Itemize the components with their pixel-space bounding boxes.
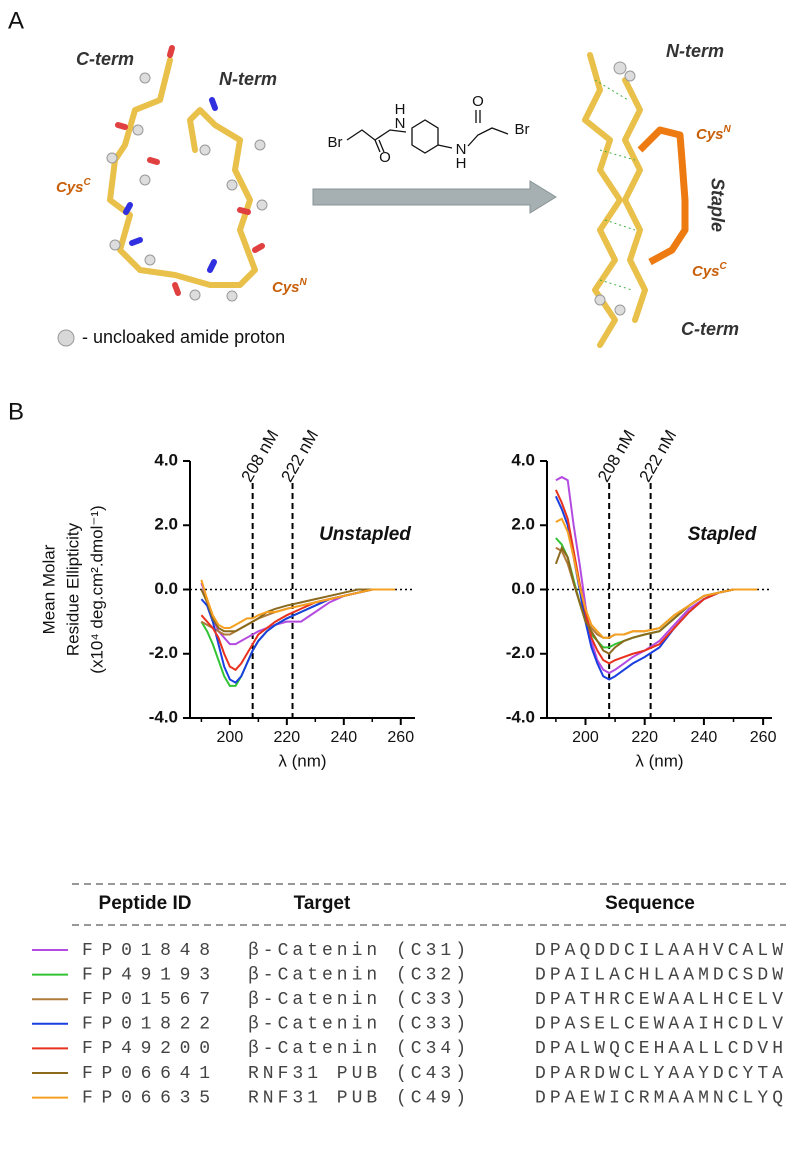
x-tick-label: 240 [691,729,718,746]
table-header: Sequence [605,893,695,914]
cd-curve [554,545,758,656]
staple-label: Staple [707,178,727,232]
sequence: DPAEWICRMAAMNCLYQ [535,1088,783,1108]
y-tick-label: -4.0 [506,707,535,726]
legend-sphere [57,329,75,347]
x-axis-label: λ (nm) [635,751,683,770]
y-tick-label: 2.0 [511,515,535,534]
cd-curve [555,517,758,639]
reagent-structure [346,110,509,154]
y-tick-label: -2.0 [506,643,535,662]
sequence: DPALWQCEHAALLCDVH [535,1039,783,1059]
x-tick-label: 220 [273,729,300,746]
chart-annotation: Unstapled [319,524,411,545]
atom: O [472,93,484,110]
cys-text: Cys [692,263,720,280]
cd-curve [200,579,396,630]
cys-sup: C [84,177,92,188]
atom: Br [515,121,530,138]
peptide-table: Peptide ID Target Sequence FP01848 β-Catenin… [32,883,786,1108]
peptide-id: FP01822 [82,1015,210,1035]
y-tick-label: 4.0 [154,450,178,469]
atom: N [456,141,467,158]
sequence: DPARDWCLYAAYDCYTA [535,1064,783,1084]
ref-line-label: 222 nM [636,427,681,486]
x-tick-label: 260 [750,729,777,746]
ref-line-label: 222 nM [277,427,322,486]
cys-text: Cys [272,279,300,296]
ref-line-label: 208 nM [594,427,639,486]
peptide-id: FP01848 [82,941,210,961]
x-tick-label: 240 [330,729,357,746]
y-tick-label: 0.0 [154,579,178,598]
cys-sup: C [720,261,728,272]
c-term-label: C-term [76,49,134,69]
cys-label: CysC [692,261,728,280]
y-tick-label: 0.0 [511,579,535,598]
c-term-label: C-term [681,319,739,339]
atom: Br [328,134,343,151]
atom: N [395,115,406,132]
x-tick-label: 200 [572,729,599,746]
chart-annotation: Stapled [688,524,757,545]
y-tick-label: -4.0 [149,707,178,726]
cd-curve [200,588,396,672]
peptide-id: FP06641 [82,1064,210,1084]
panel-label: A [8,7,24,34]
unstapled-peptide-model [106,45,268,302]
target: β-Catenin (C33) [248,990,466,1010]
reaction-arrow [312,180,557,214]
y-tick-label: 2.0 [154,515,178,534]
x-tick-label: 260 [387,729,414,746]
sequence: DPASELCEWAAIHCDLV [535,1015,783,1035]
cys-text: Cys [696,126,724,143]
atom: O [379,149,391,166]
target: β-Catenin (C31) [248,941,466,961]
cys-sup: N [300,277,308,288]
x-tick-label: 200 [217,729,244,746]
ref-line-label: 208 nM [238,427,283,486]
n-term-label: N-term [219,69,277,89]
target: β-Catenin (C34) [248,1039,466,1059]
x-tick-label: 220 [631,729,658,746]
sequence: DPATHRCEWAALHCELV [535,990,783,1010]
stapled-peptide-model [582,52,689,348]
legend-text: - uncloaked amide proton [82,327,285,347]
cd-curve [554,489,758,665]
peptide-id: FP06635 [82,1088,210,1108]
y-axis-label: (x10⁴ deg.cm².dmol⁻¹) [87,505,106,673]
target: RNF31 PUB (C49) [248,1088,466,1108]
target: β-Catenin (C32) [248,965,466,985]
y-tick-label: -2.0 [149,643,178,662]
cys-label: CysN [272,277,308,296]
y-axis-label: Residue Ellipticity [63,522,82,656]
sequence: DPAILACHLAAMDCSDW [535,965,783,985]
peptide-id: FP01567 [82,990,210,1010]
table-header: Target [294,893,351,914]
y-tick-label: 4.0 [511,450,535,469]
target: RNF31 PUB (C43) [248,1064,466,1084]
atom: H [456,155,467,172]
sequence: DPAQDDCILAAHVCALW [535,941,783,961]
target: β-Catenin (C33) [248,1015,466,1035]
n-term-label: N-term [666,41,724,61]
cys-sup: N [724,124,732,135]
x-axis-label: λ (nm) [278,751,326,770]
y-axis-label: Mean Molar [39,544,58,634]
peptide-id: FP49193 [82,965,210,985]
panel-label: B [8,398,24,425]
cd-curve [200,588,396,633]
table-header: Peptide ID [99,893,192,914]
cys-label: CysN [696,124,732,143]
atom: H [395,101,406,118]
peptide-id: FP49200 [82,1039,210,1059]
cys-label: CysC [56,177,92,196]
cys-text: Cys [56,179,84,196]
cd-curve [555,475,758,675]
